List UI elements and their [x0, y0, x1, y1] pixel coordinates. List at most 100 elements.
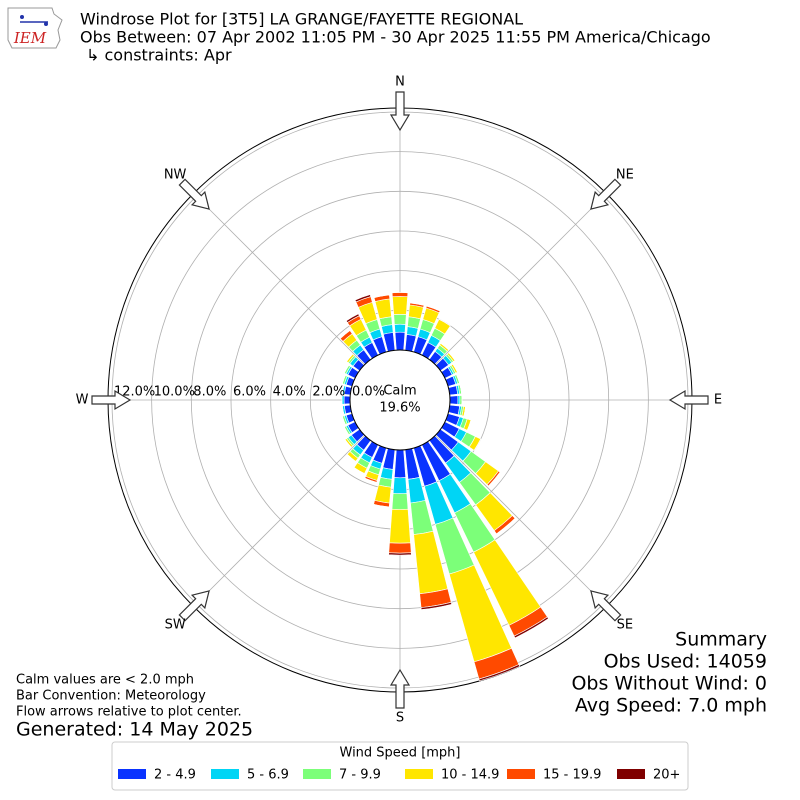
arrow-shape	[668, 389, 709, 411]
bar-segment	[364, 477, 377, 483]
x-tick-label: W	[76, 393, 89, 408]
arrow-shape	[178, 590, 210, 622]
legend-swatch	[405, 769, 433, 779]
bar-segment	[343, 426, 350, 435]
compass-arrow	[178, 178, 210, 210]
bar-segment	[392, 296, 408, 315]
x-tick-label: S	[396, 711, 404, 726]
y-tick-label: 4.0%	[273, 385, 306, 400]
x-tick-label: SW	[165, 617, 186, 632]
bar-segment	[459, 384, 462, 394]
y-tick-label: 0.0%	[352, 385, 385, 400]
bar-segment	[391, 292, 409, 298]
arrow-shape	[389, 668, 411, 709]
x-tick-label: NE	[616, 168, 634, 183]
compass-arrow	[389, 668, 411, 709]
logo-text: IEM	[13, 29, 47, 47]
arrow-shape	[590, 178, 622, 210]
bar-segment	[342, 405, 345, 415]
bar-segment	[449, 395, 459, 405]
y-tick-label: 8.0%	[193, 385, 226, 400]
bar-segment	[354, 294, 372, 303]
note: Bar Convention: Meteorology	[16, 689, 206, 704]
logo-dot	[20, 15, 24, 19]
legend-swatch	[211, 769, 239, 779]
grid-circle	[190, 190, 610, 610]
summary-line: Obs Without Wind: 0	[571, 673, 767, 695]
bar-segment	[478, 664, 521, 682]
bar-segment	[394, 323, 406, 333]
bar-segment	[394, 331, 406, 351]
generated: Generated: 14 May 2025	[16, 719, 253, 741]
bar-segment	[426, 305, 441, 312]
legend-title: Wind Speed [mph]	[340, 746, 461, 761]
arrow-shape	[389, 91, 411, 132]
bar-segment	[463, 406, 466, 417]
bar-segment	[452, 363, 458, 373]
x-tick-label: SE	[617, 617, 633, 632]
bar-segment	[420, 601, 453, 610]
summary-line: Avg Speed: 7.0 mph	[575, 695, 767, 717]
chart-subtitle: Obs Between: 07 Apr 2002 11:05 PM - 30 A…	[80, 28, 711, 47]
bar-segment	[392, 477, 408, 494]
arrow-shape	[590, 590, 622, 622]
grid-spoke	[193, 193, 365, 365]
grid-spoke	[435, 193, 607, 365]
x-tick-label: E	[714, 393, 722, 408]
constraints: ↳ constraints: Apr	[86, 46, 232, 65]
calm-label: Calm	[383, 384, 416, 399]
y-tick-label: 10.0%	[154, 385, 195, 400]
bar-segment	[374, 298, 392, 320]
bar-segment	[389, 508, 411, 544]
summary-title: Summary	[675, 629, 767, 651]
legend-label: 20+	[653, 768, 680, 783]
bar-segment	[440, 343, 449, 351]
legend-label: 7 - 9.9	[339, 768, 381, 783]
bar-segment	[393, 449, 407, 479]
legend-swatch	[118, 769, 146, 779]
summary-line: Obs Used: 14059	[604, 651, 767, 673]
bar-segment	[473, 438, 482, 451]
compass-arrow	[91, 389, 132, 411]
compass-arrow	[590, 178, 622, 210]
arrow-shape	[178, 178, 210, 210]
bar-segment	[374, 484, 392, 504]
bar-segment	[456, 374, 460, 384]
legend-label: 10 - 14.9	[441, 768, 499, 783]
bar-segment	[374, 294, 390, 298]
bar-segment	[345, 313, 360, 323]
legend-label: 5 - 6.9	[247, 768, 289, 783]
compass-arrow	[389, 91, 411, 132]
logo: IEM	[7, 7, 63, 49]
y-tick-label: 6.0%	[233, 385, 266, 400]
bar-segment	[343, 365, 350, 374]
bar-segment	[513, 616, 549, 639]
compass-arrow	[590, 590, 622, 622]
bar-segment	[353, 467, 365, 474]
chart-title: Windrose Plot for [3T5] LA GRANGE/FAYETT…	[80, 10, 523, 29]
calm-value: 19.6%	[379, 401, 420, 416]
legend-swatch	[617, 769, 645, 779]
bar-segment	[340, 330, 351, 339]
compass-arrow	[668, 389, 709, 411]
bar-segment	[393, 313, 407, 325]
note: Flow arrows relative to plot center.	[16, 705, 242, 720]
legend-swatch	[303, 769, 331, 779]
bar-segment	[346, 353, 353, 362]
legend-swatch	[507, 769, 535, 779]
bar-segment	[388, 552, 412, 556]
bar-segment	[388, 542, 412, 554]
legend-label: 2 - 4.9	[154, 768, 196, 783]
grid-spoke	[435, 435, 607, 607]
note: Calm values are < 2.0 mph	[16, 673, 194, 688]
legend-label: 15 - 19.9	[543, 768, 601, 783]
x-tick-label: N	[395, 75, 405, 90]
bar-segment	[391, 493, 409, 510]
bar-segment	[438, 318, 451, 327]
arrow-shape	[91, 389, 132, 411]
grid-spoke	[193, 435, 365, 607]
y-tick-label: 2.0%	[312, 385, 345, 400]
y-tick-label: 12.0%	[114, 385, 155, 400]
logo-dot	[44, 22, 48, 26]
